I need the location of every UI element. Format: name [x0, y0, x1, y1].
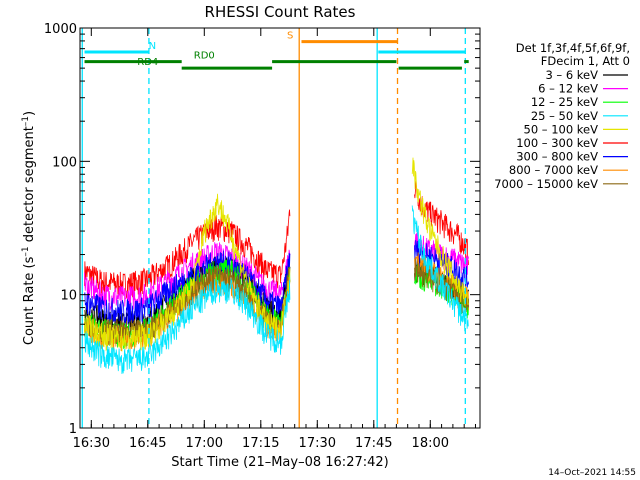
legend-entry-label-3: 25 – 50 keV: [531, 109, 598, 123]
legend-header-line1: Det 1f,3f,4f,5f,6f,9f,: [516, 41, 630, 55]
plot-frame: [79, 27, 481, 429]
legend-entry-label-8: 7000 – 15000 keV: [494, 177, 598, 191]
state-bar-label-4: RD4: [137, 57, 158, 68]
render-timestamp: 14–Oct–2021 14:55: [548, 468, 636, 478]
state-bars-layer: N S RD0 RD4: [84, 31, 469, 70]
series-line-1: [84, 242, 291, 312]
legend-entry-label-5: 100 – 300 keV: [516, 136, 598, 150]
legend-entry-label-0: 3 – 6 keV: [545, 68, 598, 82]
x-tick-label-0: 16:30: [73, 436, 110, 451]
y-axis: 1 10 100 1000: [44, 22, 480, 437]
state-bar-label-3: RD0: [194, 51, 215, 62]
x-tick-label-5: 17:45: [355, 436, 392, 451]
legend-entry-label-6: 300 – 800 keV: [516, 150, 598, 164]
state-bar-label-1: S: [287, 31, 293, 42]
series-line-7-late: [411, 157, 469, 306]
y-tick-label-2: 100: [52, 155, 77, 170]
legend-entry-label-7: 800 – 7000 keV: [509, 163, 598, 177]
vertical-markers-layer: [81, 28, 466, 428]
legend-header-line2: FDecim 1, Att 0: [541, 54, 630, 68]
plot-series-layer: [84, 157, 469, 374]
legend-entry-label-1: 6 – 12 keV: [538, 82, 598, 96]
y-tick-label-3: 1000: [44, 22, 77, 37]
x-axis-label: Start Time (21–May–08 16:27:42): [171, 455, 388, 470]
y-tick-label-0: 1: [69, 422, 77, 437]
x-tick-label-2: 17:00: [186, 436, 223, 451]
y-tick-label-1: 10: [60, 289, 77, 304]
x-tick-label-1: 16:45: [129, 436, 166, 451]
x-tick-label-4: 17:30: [299, 436, 336, 451]
legend-entry-label-2: 12 – 25 keV: [531, 95, 598, 109]
chart-title: RHESSI Count Rates: [205, 3, 356, 21]
x-axis: 16:30 16:45 17:00 17:15 17:30 17:45 18:00: [73, 28, 476, 451]
state-bar-label-0: N: [149, 41, 156, 52]
legend: Det 1f,3f,4f,5f,6f,9f, FDecim 1, Att 0 3…: [494, 41, 630, 191]
x-tick-label-3: 17:15: [242, 436, 279, 451]
series-line-7: [84, 193, 291, 352]
series-line-1-late: [414, 231, 469, 275]
legend-entry-label-4: 50 – 100 keV: [524, 122, 599, 136]
series-line-8-late: [411, 205, 469, 332]
x-tick-label-6: 18:00: [412, 436, 449, 451]
series-line-8: [84, 278, 291, 374]
y-axis-label: Count Rate (s–1 detector segment–1): [21, 111, 37, 345]
